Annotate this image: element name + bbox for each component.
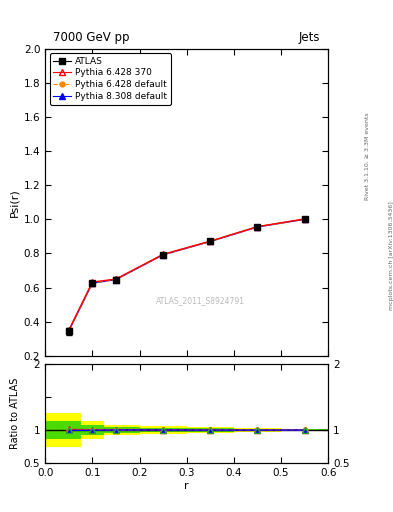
Legend: ATLAS, Pythia 6.428 370, Pythia 6.428 default, Pythia 8.308 default: ATLAS, Pythia 6.428 370, Pythia 6.428 de…	[50, 53, 171, 104]
Text: 7000 GeV pp: 7000 GeV pp	[53, 31, 130, 44]
Y-axis label: Psi(r): Psi(r)	[9, 188, 20, 217]
X-axis label: r: r	[184, 481, 189, 491]
Text: ATLAS_2011_S8924791: ATLAS_2011_S8924791	[156, 296, 245, 305]
Text: mcplots.cern.ch [arXiv:1306.3436]: mcplots.cern.ch [arXiv:1306.3436]	[389, 202, 393, 310]
Y-axis label: Ratio to ATLAS: Ratio to ATLAS	[10, 378, 20, 449]
Text: Rivet 3.1.10, ≥ 3.3M events: Rivet 3.1.10, ≥ 3.3M events	[365, 112, 370, 200]
Text: Jets: Jets	[299, 31, 320, 44]
